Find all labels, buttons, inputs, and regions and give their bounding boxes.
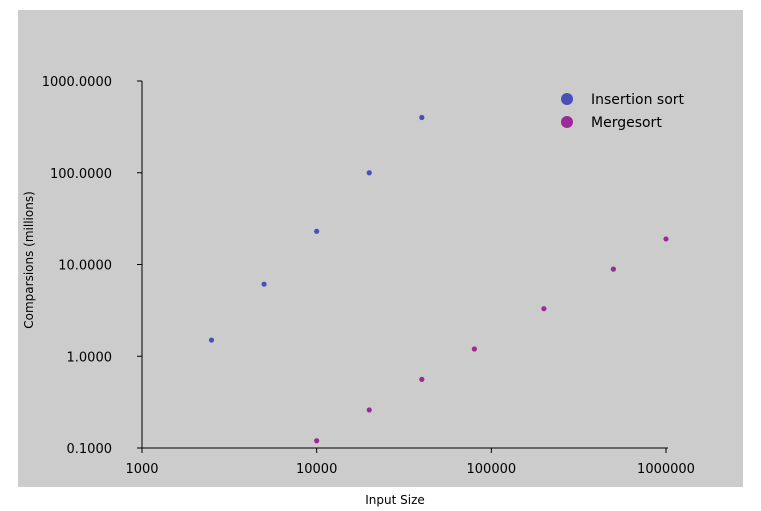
mergesort-point xyxy=(419,376,425,382)
legend: Insertion sort Mergesort xyxy=(561,92,685,131)
y-tick-label: 1.0000 xyxy=(67,350,113,365)
mergesort-point xyxy=(610,266,617,272)
mergesort-point xyxy=(663,236,669,242)
tick-labels: 0.1000 1.0000 10.0000 100.0000 1000.0000 1000… xyxy=(42,75,695,477)
y-tick-label: 0.1000 xyxy=(67,442,113,457)
mergesort-point xyxy=(541,306,547,312)
y-axis-label: Comparsions (millions) xyxy=(22,191,36,329)
insertion-sort-point xyxy=(314,228,320,234)
mergesort-point xyxy=(314,438,320,444)
legend-marker-insertion-sort xyxy=(561,93,573,105)
x-tick-label: 1000 xyxy=(125,462,158,477)
insertion-sort-point xyxy=(366,170,372,176)
plot-area xyxy=(18,10,743,487)
mergesort-point xyxy=(366,407,372,413)
legend-label-insertion-sort: Insertion sort xyxy=(591,92,685,108)
x-tick-label: 10000 xyxy=(296,462,337,477)
legend-marker-mergesort xyxy=(561,116,573,128)
y-tick-label: 100.0000 xyxy=(50,167,112,182)
axes xyxy=(137,80,668,453)
x-axis-label: Input Size xyxy=(365,493,425,507)
data-points xyxy=(208,114,669,444)
legend-label-mergesort: Mergesort xyxy=(591,115,662,131)
x-tick-label: 100000 xyxy=(467,462,517,477)
y-tick-label: 10.0000 xyxy=(58,259,112,274)
insertion-sort-point xyxy=(208,337,215,343)
y-tick-label: 1000.0000 xyxy=(42,75,112,90)
insertion-sort-point xyxy=(419,114,425,121)
x-tick-label: 1000000 xyxy=(637,462,695,477)
insertion-sort-point xyxy=(261,281,267,287)
mergesort-point xyxy=(471,346,478,352)
